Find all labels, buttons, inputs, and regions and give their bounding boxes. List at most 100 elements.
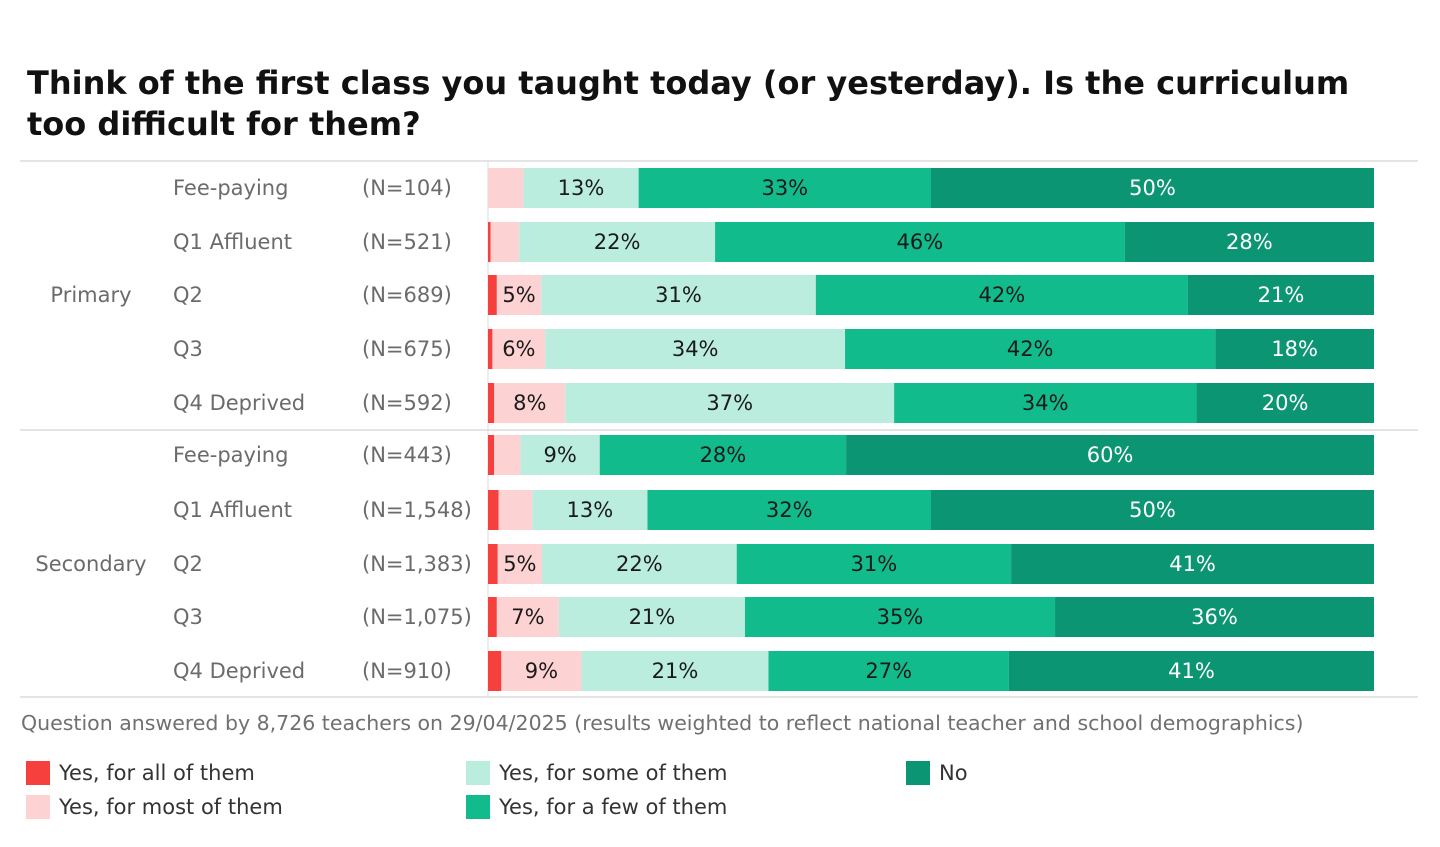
data-label: 8% bbox=[513, 391, 546, 415]
data-label: 41% bbox=[1169, 552, 1216, 576]
bar-segment bbox=[541, 275, 816, 315]
category-label: Q3 bbox=[173, 337, 203, 361]
data-label: 50% bbox=[1129, 176, 1176, 200]
bar-segment bbox=[490, 222, 520, 262]
legend-swatch bbox=[26, 795, 50, 819]
bar-segment bbox=[494, 435, 521, 475]
legend-item: Yes, for most of them bbox=[26, 795, 283, 819]
bar-segment bbox=[541, 544, 737, 584]
bar-segment bbox=[488, 651, 502, 691]
category-label: Fee-paying bbox=[173, 176, 288, 200]
data-label: 34% bbox=[1022, 391, 1069, 415]
bar-segment bbox=[488, 490, 499, 530]
bar-segment bbox=[488, 168, 524, 208]
bar-segment bbox=[492, 329, 546, 369]
data-label: 21% bbox=[1258, 283, 1305, 307]
bar-segment bbox=[565, 383, 895, 423]
data-label: 36% bbox=[1191, 605, 1238, 629]
data-label: 5% bbox=[503, 552, 536, 576]
legend-swatch bbox=[466, 795, 490, 819]
footnote: Question answered by 8,726 teachers on 2… bbox=[21, 711, 1304, 735]
bar-segment bbox=[488, 275, 497, 315]
sample-size-label: (N=1,548) bbox=[362, 498, 472, 522]
bar-segment bbox=[647, 490, 931, 530]
bar-segment bbox=[1215, 329, 1374, 369]
data-label: 32% bbox=[766, 498, 813, 522]
data-label: 42% bbox=[979, 283, 1026, 307]
legend-swatch bbox=[466, 761, 490, 785]
bar-segment bbox=[931, 168, 1374, 208]
bar-segment bbox=[815, 275, 1188, 315]
category-label: Q1 Affluent bbox=[173, 230, 292, 254]
data-label: 21% bbox=[629, 605, 676, 629]
sample-size-label: (N=910) bbox=[362, 659, 452, 683]
bar-segment bbox=[496, 597, 559, 637]
bar-segment bbox=[496, 275, 542, 315]
data-label: 60% bbox=[1087, 443, 1134, 467]
bar-segment bbox=[581, 651, 769, 691]
bar-segment bbox=[488, 544, 498, 584]
bar-segment bbox=[845, 329, 1216, 369]
data-label: 28% bbox=[700, 443, 747, 467]
data-label: 35% bbox=[877, 605, 924, 629]
bar-segment bbox=[638, 168, 931, 208]
legend-label: No bbox=[939, 761, 968, 785]
category-label: Q1 Affluent bbox=[173, 498, 292, 522]
legend-label: Yes, for all of them bbox=[59, 761, 255, 785]
sample-size-label: (N=675) bbox=[362, 337, 452, 361]
data-label: 34% bbox=[672, 337, 719, 361]
sample-size-label: (N=1,075) bbox=[362, 605, 472, 629]
data-label: 33% bbox=[761, 176, 808, 200]
category-label: Q2 bbox=[173, 552, 203, 576]
bar-segment bbox=[599, 435, 847, 475]
bar-segment bbox=[1124, 222, 1374, 262]
bar-segment bbox=[488, 597, 497, 637]
bar-segment bbox=[1196, 383, 1374, 423]
group-label: Primary bbox=[50, 283, 131, 307]
data-label: 20% bbox=[1262, 391, 1309, 415]
bar-segment bbox=[558, 597, 745, 637]
bar-segment bbox=[501, 651, 582, 691]
data-label: 6% bbox=[502, 337, 535, 361]
data-label: 21% bbox=[652, 659, 699, 683]
data-label: 18% bbox=[1271, 337, 1318, 361]
bar-segment bbox=[497, 544, 542, 584]
bar-segment bbox=[894, 383, 1197, 423]
bar-segment bbox=[744, 597, 1056, 637]
data-label: 37% bbox=[706, 391, 753, 415]
data-label: 28% bbox=[1226, 230, 1273, 254]
bar-segment bbox=[1187, 275, 1374, 315]
category-label: Fee-paying bbox=[173, 443, 288, 467]
data-label: 7% bbox=[511, 605, 544, 629]
bar-segment bbox=[520, 435, 600, 475]
sample-size-label: (N=443) bbox=[362, 443, 452, 467]
bar-segment bbox=[488, 329, 493, 369]
data-label: 41% bbox=[1168, 659, 1215, 683]
bar-segment bbox=[736, 544, 1012, 584]
chart-title: Think of the first class you taught toda… bbox=[27, 64, 1350, 143]
data-label: 22% bbox=[616, 552, 663, 576]
group-label: Secondary bbox=[35, 552, 146, 576]
data-label: 50% bbox=[1129, 498, 1176, 522]
bar-segment bbox=[488, 222, 491, 262]
legend-swatch bbox=[26, 761, 50, 785]
legend-label: Yes, for a few of them bbox=[499, 795, 728, 819]
bar-segment bbox=[768, 651, 1009, 691]
legend-item: Yes, for a few of them bbox=[466, 795, 727, 819]
bar-segment bbox=[715, 222, 1125, 262]
legend-item: Yes, for some of them bbox=[466, 761, 727, 785]
data-label: 27% bbox=[865, 659, 912, 683]
sample-size-label: (N=1,383) bbox=[362, 552, 472, 576]
bar-segment bbox=[846, 435, 1374, 475]
data-label: 31% bbox=[851, 552, 898, 576]
sample-size-label: (N=689) bbox=[362, 283, 452, 307]
data-label: 46% bbox=[897, 230, 944, 254]
bar-segment bbox=[498, 490, 533, 530]
data-label: 9% bbox=[543, 443, 576, 467]
category-label: Q4 Deprived bbox=[173, 659, 305, 683]
legend-item: Yes, for all of them bbox=[26, 761, 255, 785]
legend-item: No bbox=[906, 761, 968, 785]
bar-segment bbox=[1011, 544, 1374, 584]
data-label: 31% bbox=[655, 283, 702, 307]
bar-segment bbox=[1008, 651, 1374, 691]
